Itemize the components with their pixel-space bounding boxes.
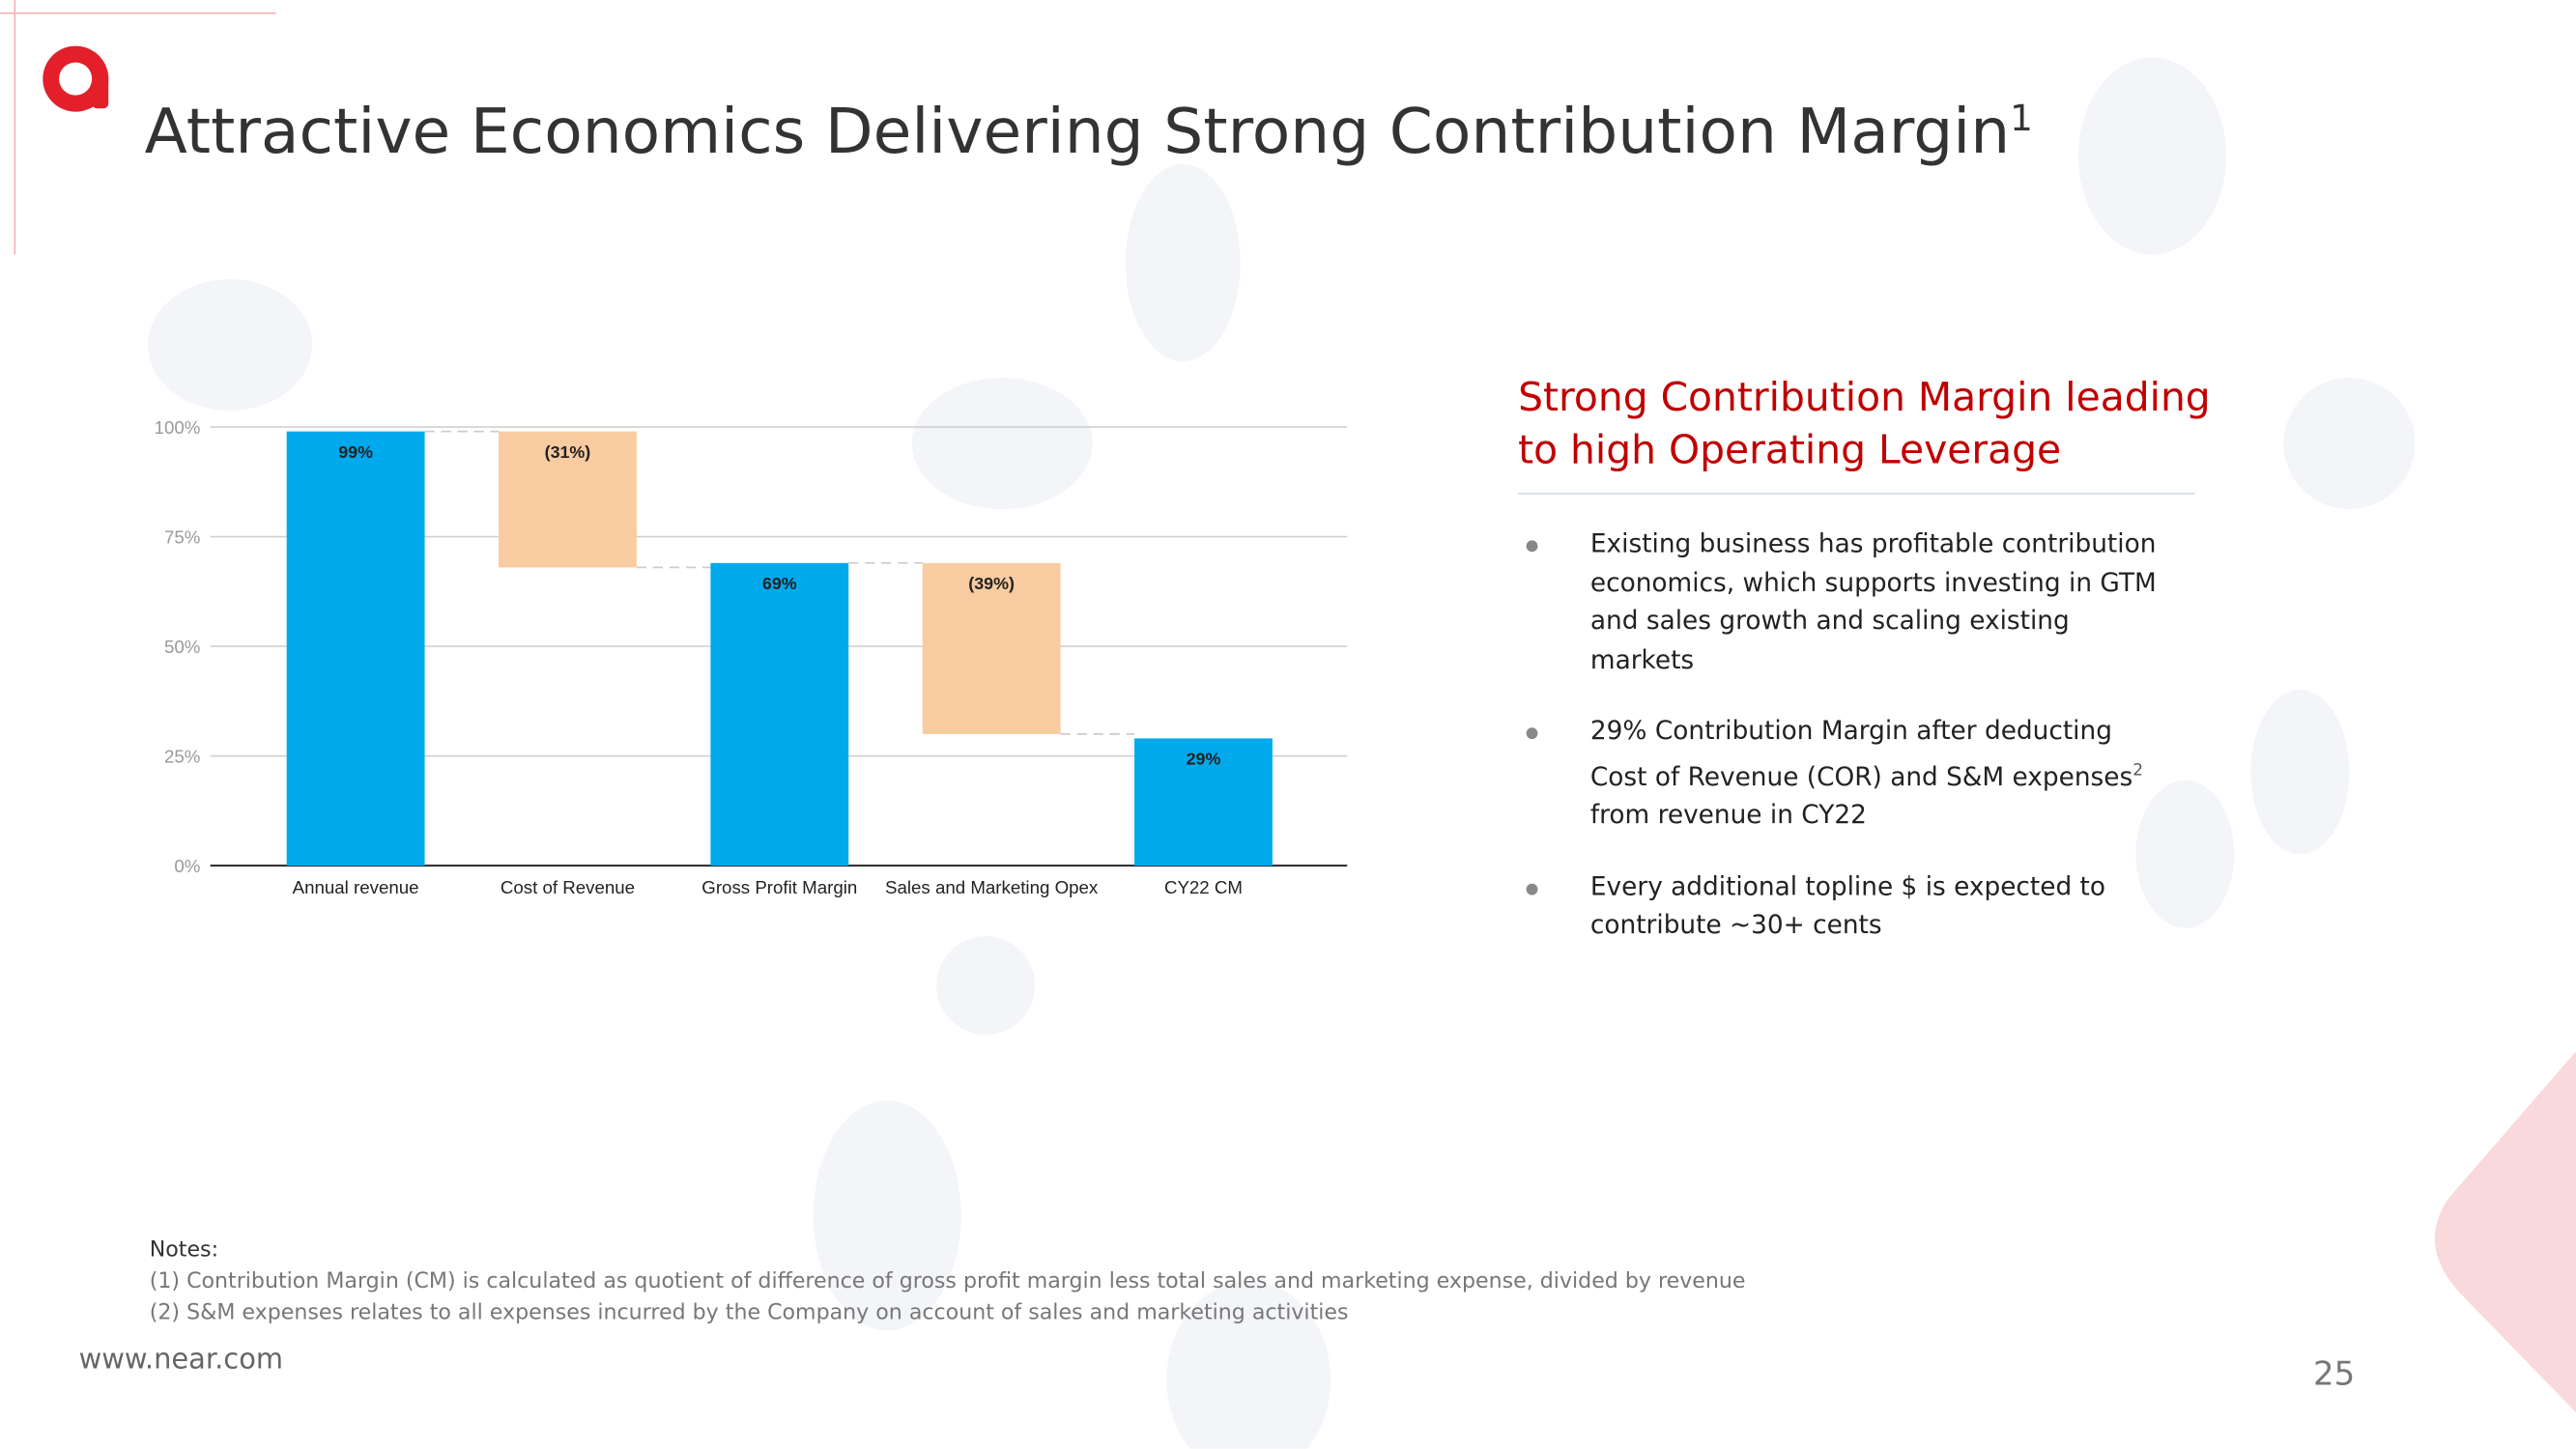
panel-heading: Strong Contribution Margin leading to hi…	[1518, 374, 2211, 473]
bullet: 29% Contribution Margin after deducting …	[1518, 713, 2175, 836]
value-label: 29%	[1187, 750, 1221, 769]
bar	[710, 562, 849, 867]
title-text: Attractive Economics Delivering Strong C…	[144, 95, 2011, 168]
value-label: 69%	[762, 574, 797, 593]
note-line: (1) Contribution Margin (CM) is calculat…	[149, 1269, 1746, 1294]
bullet-text: 29% Contribution Margin after deducting …	[1589, 716, 2133, 791]
slide-title: Attractive Economics Delivering Strong C…	[145, 96, 2033, 168]
bullet-list: Existing business has profitable contrib…	[1518, 526, 2175, 979]
x-tick-label: Annual revenue	[293, 877, 419, 897]
x-tick-label: Cost of Revenue	[501, 877, 635, 897]
bar	[922, 562, 1061, 734]
bar	[286, 431, 425, 867]
bullet-text: from revenue in CY22	[1589, 800, 1867, 830]
y-tick-label: 50%	[164, 637, 200, 657]
bullet-note: 2	[2132, 761, 2144, 780]
value-label: (31%)	[545, 442, 591, 462]
bullet: Every additional topline $ is expected t…	[1518, 868, 2175, 946]
y-tick-label: 100%	[155, 417, 201, 438]
divider	[1518, 493, 2195, 495]
bullet: Existing business has profitable contrib…	[1518, 526, 2175, 680]
x-tick-label: CY22 CM	[1164, 877, 1243, 897]
x-tick-label: Gross Profit Margin	[701, 877, 857, 897]
title-note: 1	[2010, 99, 2033, 141]
x-tick-label: Sales and Marketing Opex	[885, 877, 1099, 897]
bullet-text: Existing business has profitable contrib…	[1589, 528, 2157, 674]
bullet-text: Every additional topline $ is expected t…	[1589, 871, 2106, 940]
value-label: (39%)	[968, 574, 1015, 593]
note-line: (2) S&M expenses relates to all expenses…	[149, 1300, 1349, 1326]
y-tick-label: 75%	[164, 526, 200, 547]
bar	[499, 431, 637, 568]
footer-url: www.near.com	[78, 1343, 284, 1377]
y-tick-label: 0%	[174, 856, 200, 876]
y-tick-label: 25%	[164, 746, 200, 766]
value-label: 99%	[338, 442, 373, 462]
notes-heading: Notes:	[149, 1238, 219, 1264]
page-number: 25	[2313, 1353, 2356, 1393]
bar	[1134, 738, 1273, 867]
notes: Notes: (1) Contribution Margin (CM) is c…	[150, 1236, 1746, 1329]
